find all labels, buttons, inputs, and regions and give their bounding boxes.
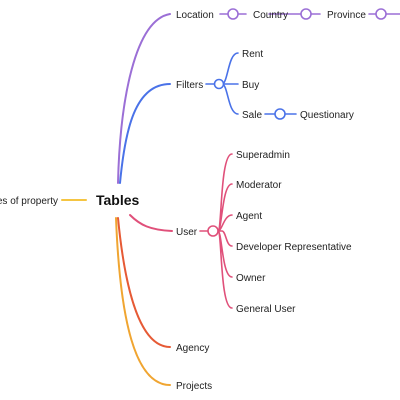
types-of-property-node[interactable]: Types of property [0,196,58,207]
root-node-tables[interactable]: Tables [96,192,140,208]
location-connector [117,13,171,184]
filters-node[interactable]: Filters [176,80,203,91]
user-node[interactable]: User [176,227,198,238]
user-children-connector [199,153,233,309]
projects-node[interactable]: Projects [176,381,212,392]
filters-children-connector [205,52,239,115]
user-connector [129,214,173,232]
general-user-node[interactable]: General User [236,304,296,315]
location-node[interactable]: Location [176,10,214,21]
agent-node[interactable]: Agent [236,211,262,222]
agency-connector [117,217,171,348]
filters-connector [119,83,171,184]
projects-connector [115,217,171,386]
superadmin-node[interactable]: Superadmin [236,150,290,161]
user-knob[interactable] [207,225,219,237]
country-knob[interactable] [227,8,239,20]
sale-knob[interactable] [274,108,286,120]
agency-node[interactable]: Agency [176,343,209,354]
rent-node[interactable]: Rent [242,49,263,60]
province-knob[interactable] [300,8,312,20]
buy-node[interactable]: Buy [242,80,259,91]
province-child-knob[interactable] [375,8,387,20]
developer-representative-node[interactable]: Developer Representative [236,242,352,253]
province-node[interactable]: Province [327,10,366,21]
sale-node[interactable]: Sale [242,110,262,121]
owner-node[interactable]: Owner [236,273,266,284]
filters-knob[interactable] [213,78,225,90]
moderator-node[interactable]: Moderator [236,180,282,191]
questionary-node[interactable]: Questionary [300,110,354,121]
country-node[interactable]: Country [253,10,288,21]
